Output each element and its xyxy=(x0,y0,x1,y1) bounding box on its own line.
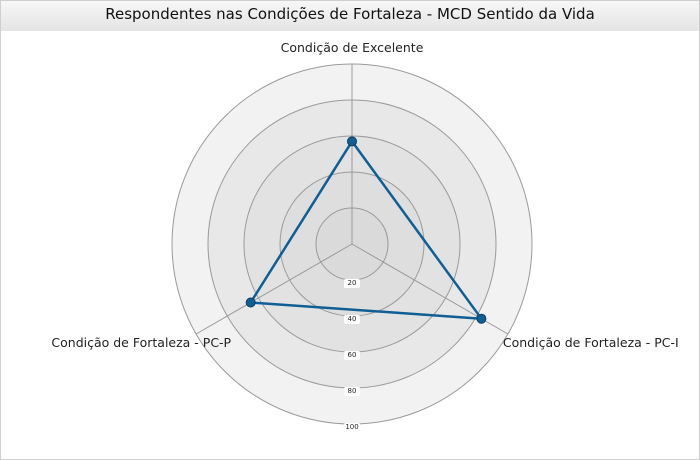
tick-label-bg xyxy=(344,423,360,432)
data-point xyxy=(476,313,487,324)
tick-label-bg xyxy=(344,351,360,360)
series-line xyxy=(249,140,483,320)
axis-spoke xyxy=(195,243,353,335)
axis-label: Condição de Fortaleza - PC-I xyxy=(503,335,679,350)
chart-title: Respondentes nas Condições de Fortaleza … xyxy=(105,5,595,23)
axis-label: Condição de Fortaleza - PC-P xyxy=(51,335,231,350)
radial-tick-label: 80 xyxy=(348,387,357,395)
radial-tick-label: 60 xyxy=(348,351,357,359)
tick-label-bg xyxy=(344,315,360,324)
data-point xyxy=(347,136,357,147)
tick-label-bg xyxy=(344,387,360,396)
tick-label-bg xyxy=(344,279,360,288)
axis-label: Condição de Excelente xyxy=(281,40,424,55)
data-point xyxy=(245,297,256,308)
radial-tick-label: 40 xyxy=(348,315,357,323)
radial-tick-label: 100 xyxy=(345,423,358,431)
title-bar xyxy=(1,1,699,31)
radial-tick-label: 20 xyxy=(348,279,357,287)
